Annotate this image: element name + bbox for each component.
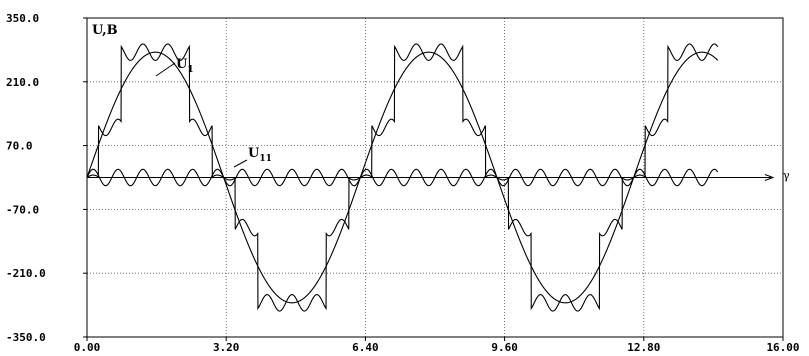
x-axis-label: γ bbox=[783, 169, 790, 182]
y-tick-label: 210.0 bbox=[6, 76, 39, 89]
x-tick-label: 9.60 bbox=[491, 341, 518, 354]
label-layer: U,B γ U1 U11 bbox=[92, 23, 790, 182]
x-tick-label: 12.80 bbox=[627, 341, 660, 354]
x-tick-label: 16.00 bbox=[766, 341, 799, 354]
y-tick-label: -210.0 bbox=[6, 267, 46, 280]
x-tick-label: 0.00 bbox=[74, 341, 101, 354]
x-tick-label: 3.20 bbox=[213, 341, 240, 354]
y-tick-label: 350.0 bbox=[6, 12, 39, 25]
u1-leader-line bbox=[155, 62, 176, 77]
y-tick-label: 70.0 bbox=[6, 140, 33, 153]
series-line-u1 bbox=[86, 51, 719, 304]
x-axis-arrow bbox=[764, 174, 775, 181]
y-axis-label: U,B bbox=[92, 23, 118, 38]
axis-layer: 0.00 3.20 6.40 9.60 12.80 16.00 350.0 210.0 70.0… bbox=[6, 12, 800, 354]
x-tick-label: 6.40 bbox=[352, 341, 379, 354]
u11-leader-line bbox=[233, 159, 248, 168]
series-label-u11-main: U bbox=[248, 146, 260, 161]
series-line-u11 bbox=[86, 168, 719, 187]
series-label-u1: U1 bbox=[176, 57, 194, 75]
series-line-u1-step bbox=[86, 43, 719, 312]
curve-layer bbox=[86, 43, 719, 312]
y-tick-label: -70.0 bbox=[6, 203, 39, 216]
y-tick-label: -350.0 bbox=[6, 331, 46, 344]
series-label-u11: U11 bbox=[248, 146, 272, 164]
series-label-u1-main: U bbox=[176, 57, 188, 72]
series-label-u1-sub: 1 bbox=[187, 65, 193, 75]
series-label-u11-sub: 11 bbox=[259, 154, 272, 164]
